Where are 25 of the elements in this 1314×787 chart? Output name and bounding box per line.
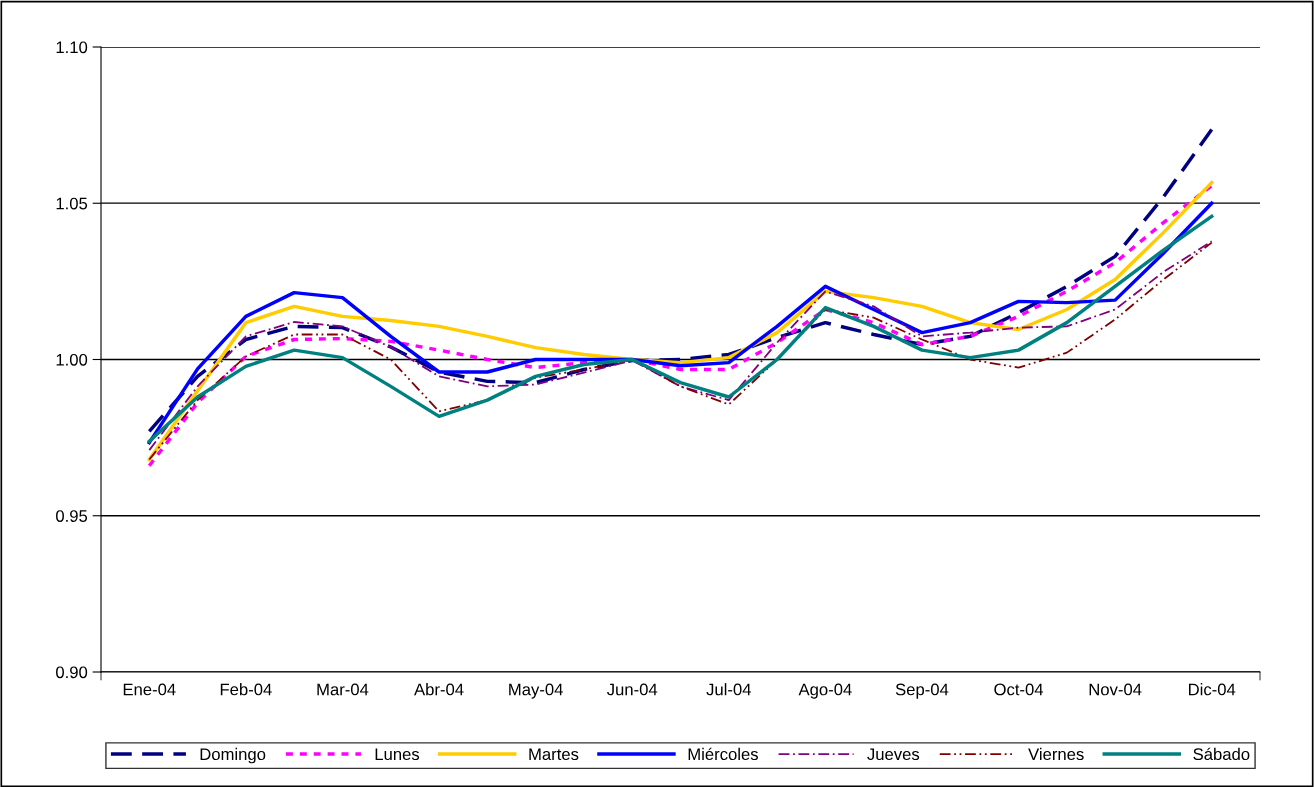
legend-label: Lunes bbox=[375, 748, 420, 761]
x-tick-label: Feb-04 bbox=[220, 683, 272, 696]
y-tick-label: 1.00 bbox=[56, 353, 88, 366]
x-tick-label: Sep-04 bbox=[895, 683, 949, 699]
x-tick-label: Jul-04 bbox=[706, 683, 751, 696]
y-tick-label: 1.05 bbox=[56, 197, 88, 210]
y-tick-label: 0.90 bbox=[56, 666, 88, 679]
x-tick-label: Ene-04 bbox=[123, 683, 176, 696]
y-tick-label: 0.95 bbox=[56, 510, 88, 522]
line-series bbox=[147, 127, 1214, 434]
x-tick-label: Abr-04 bbox=[414, 683, 464, 696]
x-tick-label: Dic-04 bbox=[1189, 683, 1236, 696]
x-tick-label: Ago-04 bbox=[798, 683, 852, 699]
legend-label: Domingo bbox=[200, 747, 266, 764]
x-tick-label: Mar-04 bbox=[317, 683, 369, 696]
legend-label: Miércoles bbox=[688, 747, 758, 761]
x-tick-label: Oct-04 bbox=[994, 683, 1044, 696]
x-tick-label: Nov-04 bbox=[1089, 683, 1142, 696]
x-tick-label: May-04 bbox=[509, 683, 563, 699]
legend-label: Sábado bbox=[1193, 747, 1250, 761]
legend-label: Viernes bbox=[1028, 747, 1084, 761]
legend-label: Jueves bbox=[867, 748, 920, 761]
y-tick-label: 1.10 bbox=[56, 41, 88, 54]
x-tick-label: Jun-04 bbox=[606, 683, 658, 696]
legend-label: Martes bbox=[529, 748, 579, 761]
